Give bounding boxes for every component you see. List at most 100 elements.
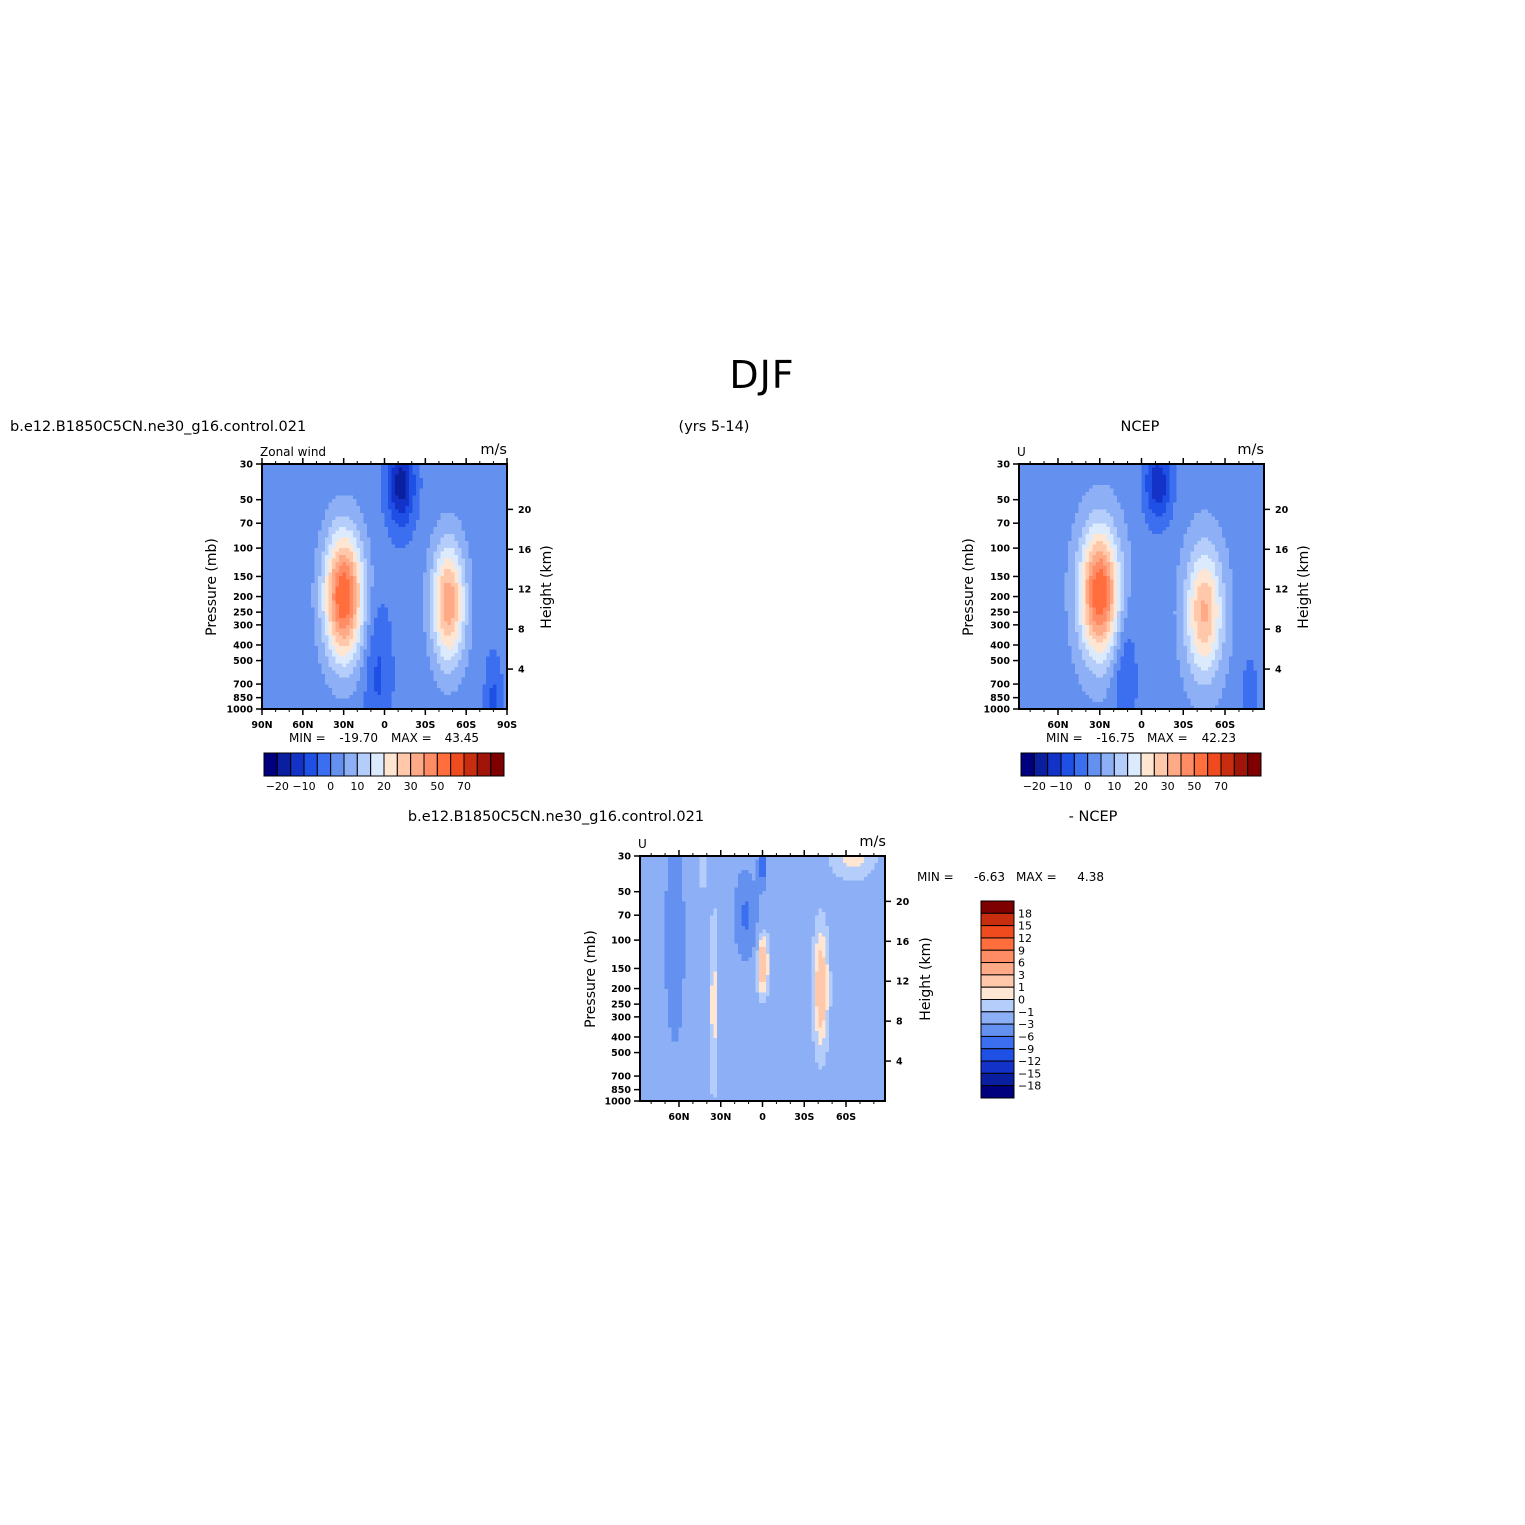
field-cell — [381, 537, 386, 542]
field-cell — [398, 695, 403, 700]
field-cell — [346, 593, 351, 598]
field-cell — [311, 660, 316, 665]
field-cell — [276, 513, 281, 518]
field-cell — [461, 523, 466, 528]
field-cell — [339, 698, 344, 703]
field-cell — [437, 523, 442, 528]
field-cell — [454, 558, 459, 563]
field-cell — [325, 698, 330, 703]
field-cell — [279, 488, 284, 493]
field-cell — [472, 583, 477, 588]
field-cell — [409, 604, 414, 609]
field-cell — [409, 481, 414, 486]
field-cell — [500, 695, 505, 700]
field-cell — [465, 702, 470, 707]
field-cell — [384, 516, 389, 521]
field-cell — [377, 590, 382, 595]
field-cell — [398, 541, 403, 546]
field-cell — [370, 695, 375, 700]
field-cell — [416, 509, 421, 514]
field-cell — [293, 660, 298, 665]
field-cell — [297, 548, 302, 553]
field-cell — [388, 628, 393, 633]
field-cell — [503, 541, 508, 546]
field-cell — [391, 632, 396, 637]
field-cell — [398, 478, 403, 483]
field-cell — [409, 705, 414, 710]
field-cell — [489, 485, 494, 490]
field-cell — [486, 488, 491, 493]
field-cell — [395, 611, 400, 616]
field-cell — [381, 544, 386, 549]
field-cell — [290, 702, 295, 707]
y-tick-label: 700 — [233, 680, 253, 691]
field-cell — [479, 649, 484, 654]
field-cell — [444, 597, 449, 602]
field-cell — [335, 471, 340, 476]
field-cell — [279, 600, 284, 605]
field-cell — [496, 670, 501, 675]
field-cell — [360, 506, 365, 511]
field-cell — [363, 663, 368, 668]
field-cell — [360, 674, 365, 679]
field-cell — [286, 607, 291, 612]
field-cell — [475, 492, 480, 497]
field-cell — [412, 562, 417, 567]
field-cell — [482, 579, 487, 584]
field-cell — [479, 667, 484, 672]
field-cell — [384, 558, 389, 563]
field-cell — [335, 632, 340, 637]
field-cell — [286, 688, 291, 693]
field-cell — [377, 586, 382, 591]
field-cell — [412, 688, 417, 693]
field-cell — [426, 635, 431, 640]
field-cell — [475, 502, 480, 507]
field-cell — [433, 705, 438, 710]
field-cell — [286, 520, 291, 525]
field-cell — [307, 513, 312, 518]
field-cell — [265, 565, 270, 570]
field-cell — [290, 548, 295, 553]
field-cell — [342, 674, 347, 679]
field-cell — [297, 506, 302, 511]
field-cell — [339, 492, 344, 497]
field-cell — [328, 677, 333, 682]
field-cell — [262, 590, 267, 595]
field-cell — [300, 481, 305, 486]
field-cell — [398, 674, 403, 679]
field-cell — [283, 600, 288, 605]
field-cell — [276, 646, 281, 651]
field-cell — [402, 590, 407, 595]
field-cell — [360, 586, 365, 591]
field-cell — [472, 628, 477, 633]
field-cell — [391, 551, 396, 556]
field-cell — [423, 600, 428, 605]
field-cell — [412, 681, 417, 686]
field-cell — [419, 488, 424, 493]
field-cell — [356, 656, 361, 661]
field-cell — [318, 618, 323, 623]
field-cell — [346, 618, 351, 623]
field-cell — [468, 663, 473, 668]
field-cell — [360, 527, 365, 532]
field-cell — [353, 527, 358, 532]
field-cell — [475, 625, 480, 630]
field-cell — [482, 593, 487, 598]
field-cell — [367, 621, 372, 626]
field-cell — [311, 583, 316, 588]
field-cell — [426, 558, 431, 563]
field-cell — [465, 562, 470, 567]
header-right: NCEP — [1121, 419, 1160, 435]
field-cell — [325, 604, 330, 609]
field-cell — [444, 576, 449, 581]
field-cell — [286, 600, 291, 605]
field-cell — [307, 464, 312, 469]
field-cell — [395, 478, 400, 483]
field-cell — [349, 660, 354, 665]
field-cell — [356, 618, 361, 623]
field-cell — [398, 551, 403, 556]
field-cell — [381, 474, 386, 479]
field-cell — [447, 541, 452, 546]
field-cell — [318, 677, 323, 682]
field-cell — [493, 621, 498, 626]
